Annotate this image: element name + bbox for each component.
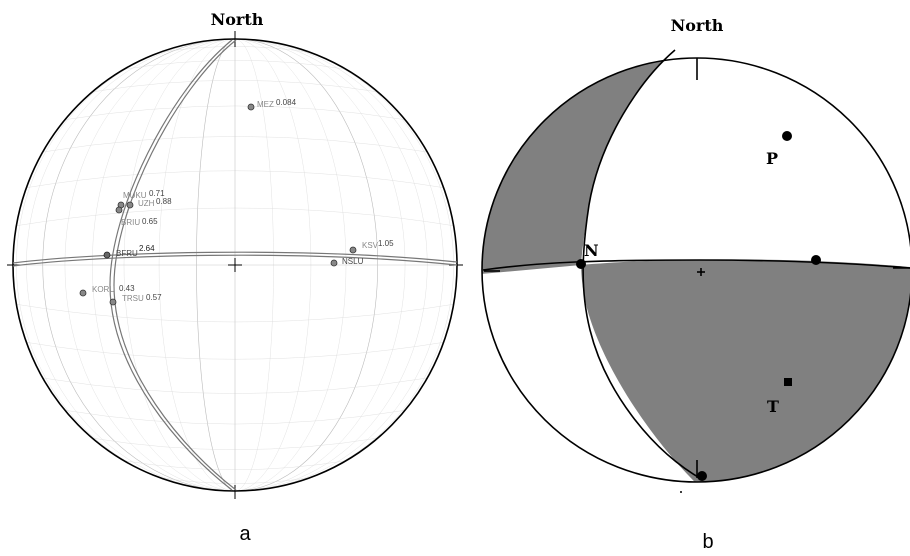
station-markers: MEZ 0.084 MUKU 0.71 UZH 0.88 BRIU 0.65 B… [79,98,394,306]
station-value: 0.084 [276,98,297,107]
t-axis-point [784,378,792,386]
station-label: KSV [362,241,379,250]
station-value: 0.43 [119,284,135,293]
station-value: 0.57 [146,293,162,302]
nodal-line-2 [482,259,910,271]
speck [680,491,682,493]
station-dot [349,246,357,254]
station-dot [79,289,87,297]
p-axis-label: P [766,149,778,168]
shaded-quadrant-lower-right [581,259,910,482]
station-dot [330,259,338,267]
station-value: 1.05 [378,239,394,248]
fault-planes [12,39,458,491]
nodal-plane-1-inner [113,39,237,491]
compression-quadrants [482,58,910,482]
station-dot [247,103,255,111]
station-value: 0.71 [149,189,165,198]
pole-point [697,471,707,481]
panel-b-ticks [484,58,910,478]
n-axis-point [576,259,586,269]
stereonet-grid [13,38,457,492]
panel-b: North [481,16,910,553]
station-label: UZH [138,199,155,208]
station-value: 2.64 [139,244,155,253]
station-dot [109,298,117,306]
station-label: MEZ [257,100,274,109]
panel-b-caption: b [702,531,713,553]
panel-a-north-label: North [211,10,264,29]
p-axis-point [782,131,792,141]
station-dot [126,201,134,209]
panel-b-north-label: North [671,16,724,35]
pole-point [811,255,821,265]
panel-a-caption: a [239,523,251,545]
t-axis-label: T [767,397,779,416]
nodal-plane-2-inner [12,254,458,267]
station-value: 0.65 [142,217,158,226]
station-dot [103,251,111,259]
station-label: BRIU [121,218,140,227]
station-label: BFRU [116,249,138,258]
nodal-plane-2 [12,251,458,264]
station-label: MUKU [123,191,147,200]
nodal-line-1 [582,49,704,481]
station-dot [115,206,123,214]
n-axis-label: N [584,241,599,260]
panel-b-nodal-lines [482,49,910,481]
nodal-plane-1 [109,39,233,491]
panel-a: North MEZ 0.084 MUKU 0.71 [7,10,463,545]
station-value: 0.88 [156,197,172,206]
station-label: TRSU [122,294,144,303]
station-label: KORU [92,285,115,294]
shaded-quadrant-upper-left [482,58,675,275]
station-label: NSLU [342,257,364,266]
